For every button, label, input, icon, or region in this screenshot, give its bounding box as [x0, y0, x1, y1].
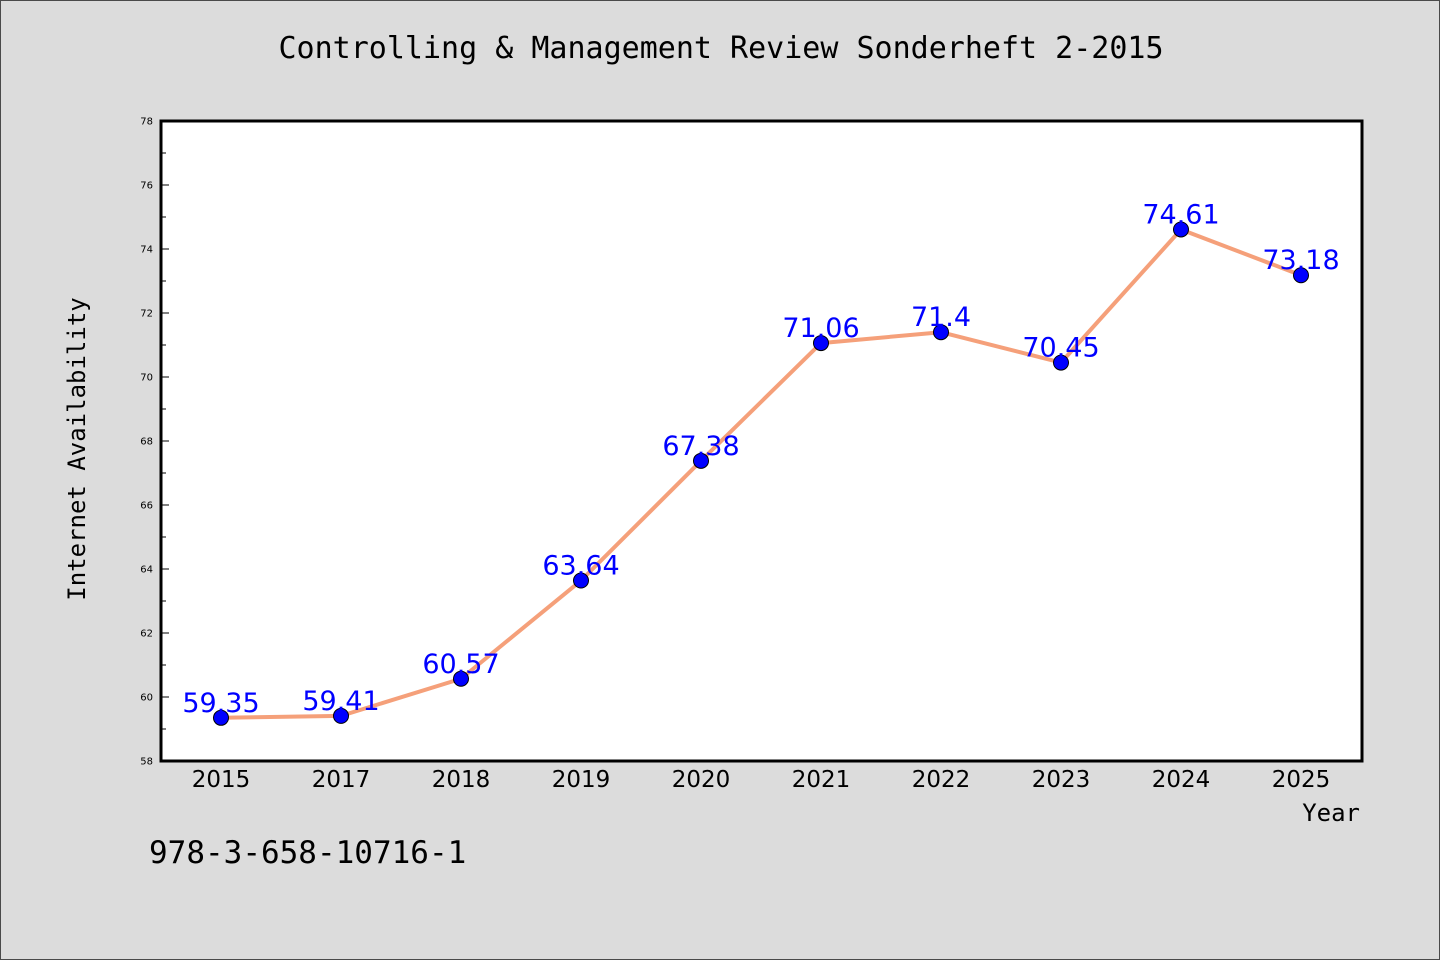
data-point [1293, 267, 1309, 284]
y-tick-label: 66 [140, 501, 153, 512]
x-tick-label: 2017 [312, 767, 371, 793]
x-tick-label: 2023 [1032, 767, 1091, 793]
y-tick-label: 72 [140, 309, 153, 320]
y-tick-label: 70 [140, 373, 153, 384]
y-tick-label: 76 [140, 181, 153, 192]
x-tick-label: 2018 [432, 767, 491, 793]
y-tick-label: 74 [140, 245, 153, 256]
data-point [573, 572, 589, 589]
data-label: 67.38 [662, 431, 739, 462]
x-tick-label: 2024 [1152, 767, 1211, 793]
y-tick-label: 78 [140, 117, 153, 128]
data-point [1173, 221, 1189, 238]
y-tick-label: 68 [140, 437, 153, 448]
y-tick-label: 64 [140, 565, 153, 576]
data-point [333, 707, 349, 724]
chart-title: Controlling & Management Review Sonderhe… [278, 31, 1164, 66]
data-point [453, 670, 469, 687]
data-point [933, 324, 949, 341]
x-tick-label: 2021 [792, 767, 851, 793]
data-point [213, 709, 229, 726]
data-point [693, 452, 709, 469]
y-tick-label: 62 [140, 629, 153, 640]
x-tick-label: 2015 [192, 767, 251, 793]
x-tick-label: 2019 [552, 767, 611, 793]
series-line [219, 227, 1303, 720]
data-label: 63.64 [542, 551, 619, 582]
x-tick-label: 2025 [1272, 767, 1331, 793]
y-axis-label: Internet Availability [63, 297, 91, 600]
y-tick-label: 58 [140, 757, 153, 768]
data-label: 60.57 [422, 649, 499, 680]
x-tick-label: 2020 [672, 767, 731, 793]
data-label: 71.06 [782, 313, 859, 344]
plot-area [159, 119, 1364, 763]
x-tick-label: 2022 [912, 767, 971, 793]
y-tick-label: 60 [140, 693, 153, 704]
data-label: 70.45 [1022, 333, 1099, 364]
data-point [1053, 354, 1069, 371]
isbn-note: 978-3-658-10716-1 [149, 835, 467, 871]
data-label: 59.35 [182, 688, 259, 719]
data-point [813, 335, 829, 352]
data-label: 59.41 [302, 686, 379, 717]
data-label: 74.61 [1142, 199, 1219, 230]
x-axis-label: Year [1302, 799, 1360, 827]
data-label: 71.4 [911, 302, 971, 333]
data-label: 73.18 [1262, 245, 1339, 276]
